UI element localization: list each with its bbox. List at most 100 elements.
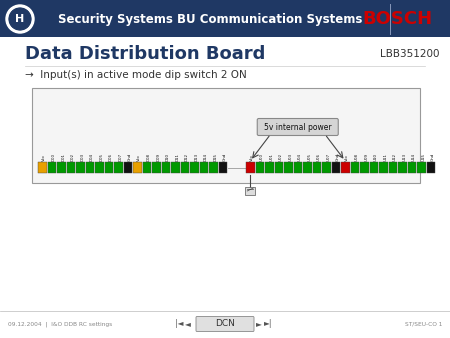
Bar: [0, 37, 450, 39]
Bar: [417, 162, 426, 173]
Text: Gnd: Gnd: [223, 153, 227, 161]
Text: U12: U12: [393, 153, 397, 161]
Bar: [104, 162, 113, 173]
Bar: [369, 162, 378, 173]
Text: U02: U02: [279, 153, 283, 161]
Text: Gnd: Gnd: [431, 153, 435, 161]
Text: U04: U04: [298, 153, 302, 161]
Text: Data Distribution Board: Data Distribution Board: [25, 45, 265, 63]
Text: D10: D10: [166, 153, 170, 161]
Text: D06: D06: [109, 153, 113, 161]
Text: U07: U07: [326, 153, 330, 161]
Text: Vcc: Vcc: [345, 154, 349, 161]
Bar: [199, 162, 208, 173]
Text: H: H: [15, 14, 25, 24]
Text: D13: D13: [194, 153, 198, 161]
Bar: [332, 162, 340, 173]
Bar: [408, 162, 416, 173]
Bar: [360, 162, 369, 173]
Text: 09.12.2004  |  I&O DDB RC settings: 09.12.2004 | I&O DDB RC settings: [8, 321, 112, 327]
Bar: [245, 187, 255, 195]
Text: ◄: ◄: [185, 319, 191, 329]
Circle shape: [6, 5, 34, 33]
FancyBboxPatch shape: [257, 119, 338, 136]
Text: |◄: |◄: [175, 319, 184, 329]
Text: U13: U13: [402, 153, 406, 161]
Bar: [312, 162, 321, 173]
Bar: [162, 162, 170, 173]
Text: D08: D08: [147, 153, 151, 161]
Bar: [67, 162, 75, 173]
Text: D12: D12: [185, 153, 189, 161]
Bar: [209, 162, 217, 173]
Text: Vcc: Vcc: [250, 154, 254, 161]
Text: DCN: DCN: [215, 319, 235, 329]
Text: U01: U01: [269, 153, 273, 161]
Bar: [246, 162, 255, 173]
Text: U10: U10: [374, 153, 378, 161]
Bar: [152, 162, 161, 173]
Text: 5v internal power: 5v internal power: [264, 122, 332, 131]
Bar: [388, 162, 397, 173]
Bar: [303, 162, 311, 173]
Text: Vcc: Vcc: [42, 154, 46, 161]
Bar: [341, 162, 350, 173]
Bar: [57, 162, 66, 173]
Text: D14: D14: [204, 153, 208, 161]
Text: D04: D04: [90, 153, 94, 161]
FancyBboxPatch shape: [196, 316, 254, 332]
Bar: [351, 162, 359, 173]
Bar: [48, 162, 56, 173]
Text: D09: D09: [156, 153, 160, 161]
Bar: [180, 162, 189, 173]
Text: U15: U15: [421, 153, 425, 161]
Bar: [171, 162, 180, 173]
Text: LBB351200: LBB351200: [380, 49, 440, 59]
Text: D00: D00: [52, 153, 56, 161]
Text: U09: U09: [364, 153, 368, 161]
Bar: [427, 162, 435, 173]
Text: D07: D07: [118, 153, 122, 161]
Text: →  Input(s) in active mode dip switch 2 ON: → Input(s) in active mode dip switch 2 O…: [25, 70, 247, 80]
Text: D11: D11: [175, 153, 179, 161]
Bar: [32, 88, 420, 183]
Bar: [76, 162, 85, 173]
Bar: [293, 162, 302, 173]
Text: U08: U08: [355, 153, 359, 161]
Text: D03: D03: [80, 153, 84, 161]
Bar: [274, 162, 283, 173]
Circle shape: [9, 8, 31, 30]
Bar: [265, 162, 274, 173]
Text: ST/SEU-CO 1: ST/SEU-CO 1: [405, 321, 442, 327]
Bar: [114, 162, 122, 173]
Text: U00: U00: [260, 153, 264, 161]
Bar: [0, 0, 450, 38]
Text: Vcc: Vcc: [137, 154, 141, 161]
Bar: [190, 162, 198, 173]
Text: D01: D01: [61, 153, 65, 161]
Bar: [379, 162, 387, 173]
Text: U14: U14: [412, 153, 416, 161]
Bar: [284, 162, 292, 173]
Text: Gnd: Gnd: [336, 153, 340, 161]
Bar: [133, 162, 141, 173]
Text: Gnd: Gnd: [128, 153, 132, 161]
Bar: [38, 162, 46, 173]
Text: U11: U11: [383, 153, 387, 161]
Bar: [143, 162, 151, 173]
Bar: [123, 162, 132, 173]
Bar: [219, 162, 227, 173]
Bar: [86, 162, 94, 173]
Text: U03: U03: [288, 153, 292, 161]
Text: D15: D15: [213, 153, 217, 161]
Text: ►|: ►|: [264, 319, 273, 329]
Text: U05: U05: [307, 153, 311, 161]
Text: D05: D05: [99, 153, 103, 161]
Text: U06: U06: [317, 153, 321, 161]
Bar: [95, 162, 104, 173]
Bar: [398, 162, 406, 173]
Bar: [256, 162, 264, 173]
Text: Security Systems BU Communication Systems: Security Systems BU Communication System…: [58, 13, 362, 25]
Bar: [322, 162, 330, 173]
Text: BOSCH: BOSCH: [362, 10, 432, 28]
